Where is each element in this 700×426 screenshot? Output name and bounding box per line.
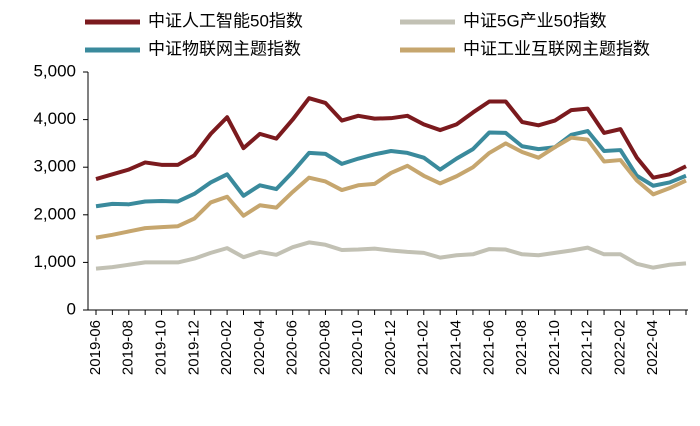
x-tick-label: 2021-04 xyxy=(448,320,465,375)
y-tick-label: 3,000 xyxy=(33,157,76,176)
x-tick-label: 2020-08 xyxy=(316,320,333,375)
x-tick-label: 2020-10 xyxy=(349,320,366,375)
x-tick-label: 2021-10 xyxy=(546,320,563,375)
x-tick-label: 2021-06 xyxy=(480,320,497,375)
legend-label: 中证5G产业50指数 xyxy=(463,11,607,30)
x-tick-label: 2021-02 xyxy=(415,320,432,375)
x-tick-label: 2020-06 xyxy=(284,320,301,375)
y-tick-label: 5,000 xyxy=(33,61,76,80)
x-tick-label: 2022-04 xyxy=(644,320,661,375)
legend-label: 中证物联网主题指数 xyxy=(148,39,301,58)
x-tick-label: 2020-12 xyxy=(382,320,399,375)
series-line xyxy=(95,129,687,209)
y-tick-label: 2,000 xyxy=(33,204,76,223)
x-tick-label: 2021-12 xyxy=(579,320,596,375)
series-line xyxy=(95,240,687,271)
x-tick-label: 2019-10 xyxy=(153,320,170,375)
y-tick-label: 4,000 xyxy=(33,109,76,128)
y-tick-label: 0 xyxy=(67,299,76,318)
legend-label: 中证人工智能50指数 xyxy=(148,11,303,30)
x-tick-label: 2019-06 xyxy=(87,320,104,375)
x-tick-label: 2022-02 xyxy=(611,320,628,375)
x-tick-label: 2021-08 xyxy=(513,320,530,375)
y-tick-label: 1,000 xyxy=(33,252,76,271)
x-tick-label: 2019-12 xyxy=(185,320,202,375)
x-tick-label: 2020-02 xyxy=(218,320,235,375)
series-line xyxy=(95,96,687,182)
legend-label: 中证工业互联网主题指数 xyxy=(463,39,650,58)
x-tick-label: 2020-04 xyxy=(251,320,268,375)
x-tick-label: 2019-08 xyxy=(120,320,137,375)
series-line xyxy=(95,135,687,240)
